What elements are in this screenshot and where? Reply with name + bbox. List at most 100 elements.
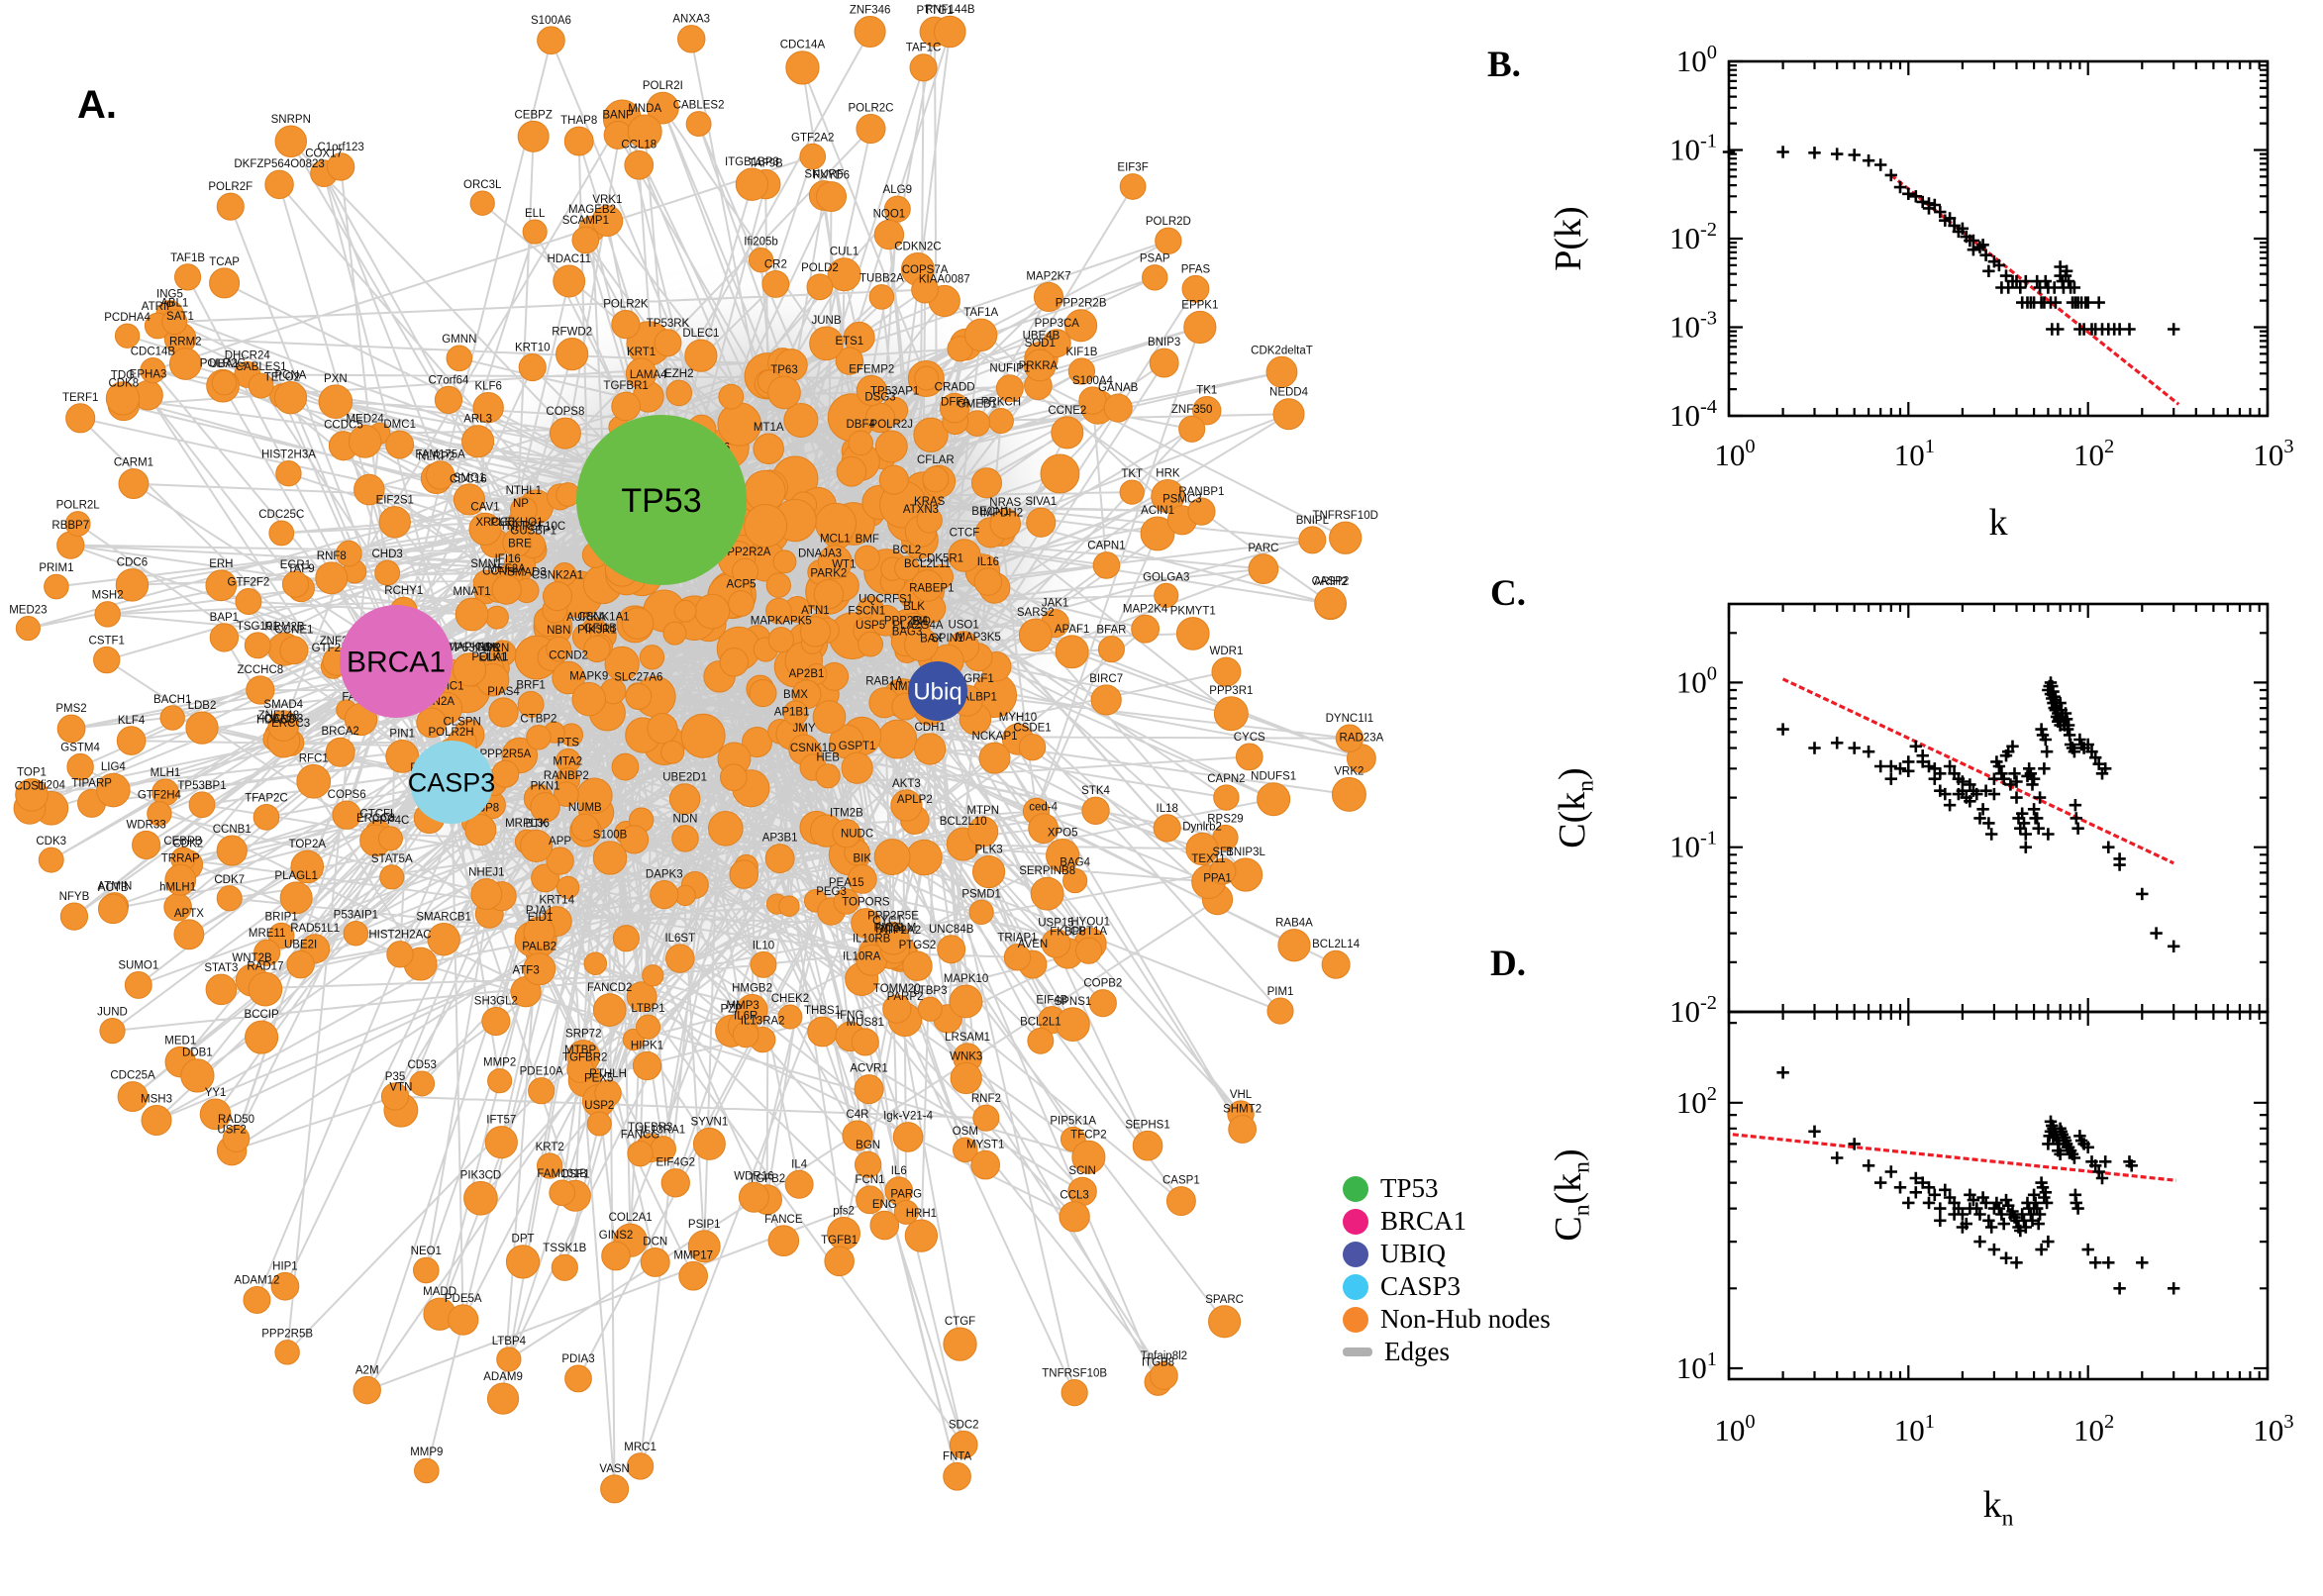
network-node [943,1327,977,1361]
network-node [1003,944,1032,971]
network-node [325,737,355,767]
network-node-label: TNFRSF10B [1042,1368,1107,1380]
network-node [869,1210,900,1241]
network-node [583,635,611,663]
network-node-label: KRT10 [515,342,551,353]
network-node-label: PIAS4 [487,686,520,698]
network-node [273,381,308,415]
network-node-label: FXYD6 [813,170,850,182]
axis-tick-label: 102 [1676,1083,1717,1120]
scatter-points [1722,146,2180,336]
network-node [972,1104,1000,1132]
network-node [570,813,599,842]
network-node-label: ced-4 [1029,802,1058,814]
network-node-label: LTBP3 [913,985,947,997]
network-node [1026,507,1057,538]
network-node-label: TAF1A [963,307,998,319]
network-node-label: LIG4 [101,761,127,773]
network-node-label: PPP2R5A [480,748,532,760]
network-node-label: SYVN1 [691,1116,729,1128]
network-node-label: RCHY1 [384,585,423,597]
network-node [379,864,405,890]
network-node-label: GTF2A2 [791,132,834,144]
network-node [481,1006,511,1037]
network-node-label: USP2 [584,1100,614,1112]
network-node-label: RRM2B [264,621,305,633]
network-node-label: SHMT2 [1223,1104,1262,1116]
network-node-label: PZP [720,1003,743,1015]
network-node [463,1180,498,1216]
network-node-label: POLR2K [603,299,649,311]
legend-item-ubiq: UBIQ [1343,1238,1551,1270]
network-node-label: ARIH2 [1314,576,1348,588]
network-node-label: POLR2F [208,181,252,193]
network-node [427,923,460,956]
network-node [728,590,755,617]
network-node-label: JUND [97,1006,128,1018]
network-node-label: CCND3 [264,713,304,725]
network-node-label: TAF1C [906,43,942,54]
network-node-label: CR2 [764,258,787,270]
network-node-label: KIF1B [1065,347,1097,358]
network-node [517,690,545,718]
network-node-label: THAP8 [560,115,597,127]
axis-tick-label: 100 [1676,662,1717,699]
network-node-label: ELL [525,208,546,220]
network-node-label: CDK3 [36,836,66,848]
edge-swatch-icon [1343,1347,1372,1356]
network-node-label: KLF4 [118,715,146,727]
network-node [343,920,369,947]
scatter-points [1776,676,2180,952]
network-node-label: PPP2R2A [720,547,771,558]
network-node-label: TAF1B [170,252,205,264]
network-node-label: PXN [324,373,348,385]
network-node-label: SNRPN [271,114,311,126]
network-node-label: HDAC8 [256,715,295,727]
network-node [1090,684,1122,716]
node-swatch-icon [1343,1175,1368,1202]
network-node-label: XPO5 [1048,827,1078,839]
network-node-label: CSDE1 [1013,722,1051,734]
network-node-label: TRIAP1 [997,933,1037,945]
network-node-label: LDB2 [188,700,217,712]
network-node [632,1050,662,1081]
network-node-label: BECN1 [971,506,1009,518]
network-node-label: KRT1 [627,347,656,358]
network-hub-nodes: TP53 BRCA1 CASP3 Ubiq [340,415,967,824]
network-node [627,1141,654,1167]
network-node-label: ATF3 [512,965,539,977]
network-node-label: ZNF350 [1171,404,1213,416]
network-node-label: CCNE2 [1048,405,1086,417]
network-node-label: ALG9 [883,184,912,196]
network-node-label: PALB2 [522,942,556,953]
network-node-label: NDUFS1 [1251,771,1296,783]
network-node [1175,617,1210,650]
network-node-label: UQCRFS1 [858,593,913,605]
network-node-label: AKT3 [892,778,921,790]
network-node-label: IL4 [791,1158,808,1170]
network-node-label: XRCC6 [475,517,514,529]
node-swatch-icon [1343,1273,1368,1300]
network-node [851,908,881,939]
network-node-label: CDC25C [258,509,304,521]
network-node [916,507,943,534]
network-node [216,192,245,221]
network-node-label: Dynlrb2 [1182,821,1222,833]
network-node-label: CDH1 [915,722,946,734]
network-node [611,310,641,340]
legend-label: BRCA1 [1380,1206,1467,1236]
network-node-label: SH3GL2 [474,995,518,1007]
network-node-label: TP53AP1 [870,385,919,397]
network-node-label: IMPDH2 [980,507,1023,519]
network-node [851,1028,879,1056]
axis-title: Cn(kn) [1548,1148,1594,1241]
network-node-label: ATP2A2 [879,925,921,937]
network-node [687,1230,721,1263]
network-node [523,952,556,986]
network-node [967,816,999,848]
network-node [374,559,401,586]
network-node [1103,393,1133,423]
network-node-label: BNIP3L [1226,847,1265,858]
network-node-label: IL10RA [843,950,881,962]
network-node [353,1375,381,1405]
